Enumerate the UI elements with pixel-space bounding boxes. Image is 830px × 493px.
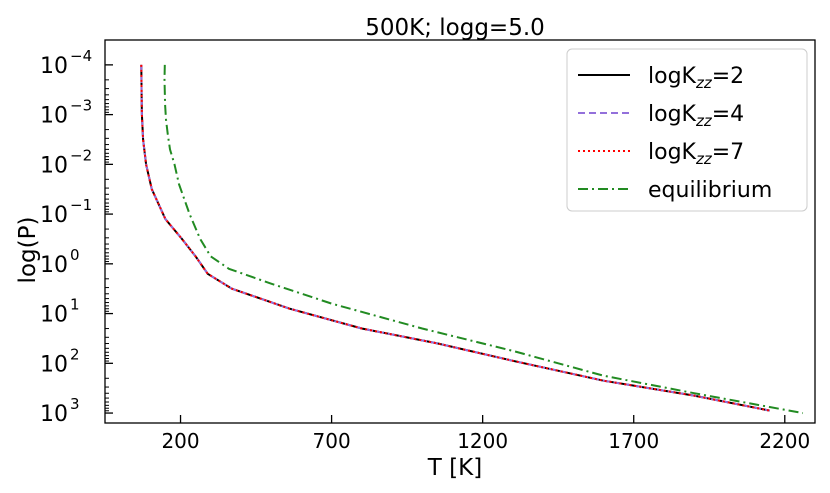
- series-line-2: [140, 64, 770, 412]
- y-tick-label-exponent: 2: [70, 345, 80, 363]
- y-tick-label: 10 −3: [40, 97, 92, 129]
- y-tick-label-base: 10: [40, 153, 68, 178]
- y-tick-label: 10 0: [40, 246, 80, 278]
- y-tick-label-exponent: 3: [70, 395, 80, 413]
- y-tick-label-base: 10: [40, 54, 68, 79]
- y-tick-label: 10 2: [40, 345, 80, 377]
- y-tick-label-base: 10: [40, 352, 68, 377]
- x-tick-label: 1200: [457, 429, 508, 453]
- legend-entry-label: logKzz=4: [648, 102, 744, 130]
- y-tick-label-exponent: 1: [70, 296, 80, 314]
- series-layer: [140, 64, 804, 415]
- x-tick-label: 2200: [759, 429, 810, 453]
- series-line-3: [163, 64, 804, 415]
- y-tick-label-exponent: −2: [70, 146, 92, 164]
- legend-box: [566, 48, 808, 212]
- y-tick-label-base: 10: [40, 104, 68, 129]
- y-tick-label-exponent: −4: [70, 47, 92, 65]
- y-tick-label: 10 −2: [40, 146, 92, 178]
- legend-entry-label: logKzz=7: [648, 140, 744, 168]
- y-axis-label: log(P): [15, 217, 41, 284]
- y-tick-label-exponent: 0: [70, 246, 80, 264]
- y-tick-label: 10 −1: [40, 196, 92, 228]
- x-tick-label: 200: [161, 429, 199, 453]
- legend-entry-label: logKzz=2: [648, 64, 744, 92]
- x-axis-label: T [K]: [427, 455, 482, 481]
- y-tick-label-base: 10: [40, 303, 68, 328]
- legend: logKzz=2 logKzz=4 logKzz=7 equilibrium: [566, 48, 808, 212]
- y-tick-label-exponent: −1: [70, 196, 92, 214]
- y-tick-label-base: 10: [40, 203, 68, 228]
- y-tick-label-base: 10: [40, 402, 68, 427]
- plot-frame: [104, 39, 816, 424]
- chart-title: 500K; logg=5.0: [365, 15, 545, 41]
- x-tick-label: 1700: [608, 429, 659, 453]
- x-tick-label: 700: [313, 429, 351, 453]
- y-tick-label: 10 1: [40, 296, 80, 328]
- y-tick-label: 10 3: [40, 395, 80, 427]
- legend-entry-label: equilibrium: [648, 178, 772, 203]
- y-tick-label-exponent: −3: [70, 97, 92, 115]
- y-tick-label: 10 −4: [40, 47, 92, 79]
- y-tick-label-base: 10: [40, 253, 68, 278]
